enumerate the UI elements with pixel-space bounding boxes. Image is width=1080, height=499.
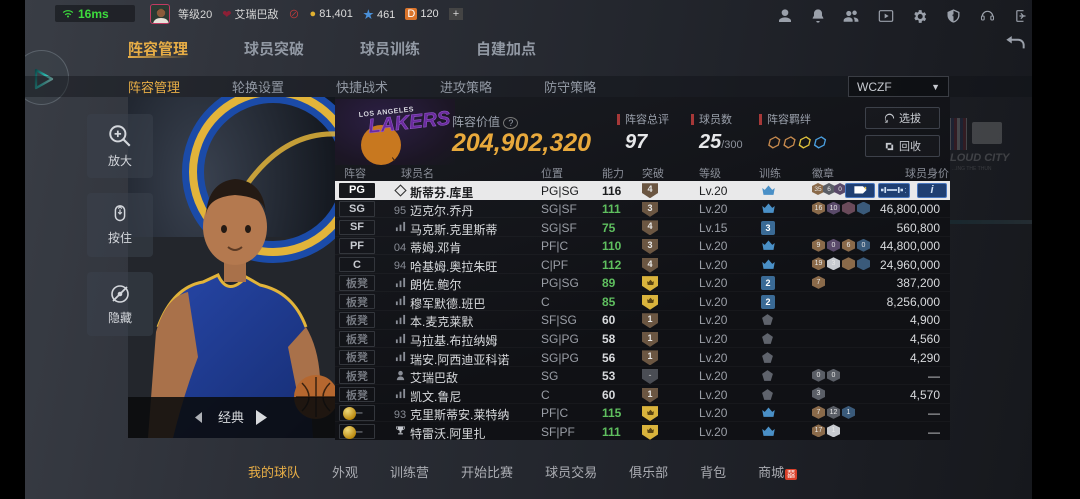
svg-text:经典: 经典 — [218, 407, 244, 426]
